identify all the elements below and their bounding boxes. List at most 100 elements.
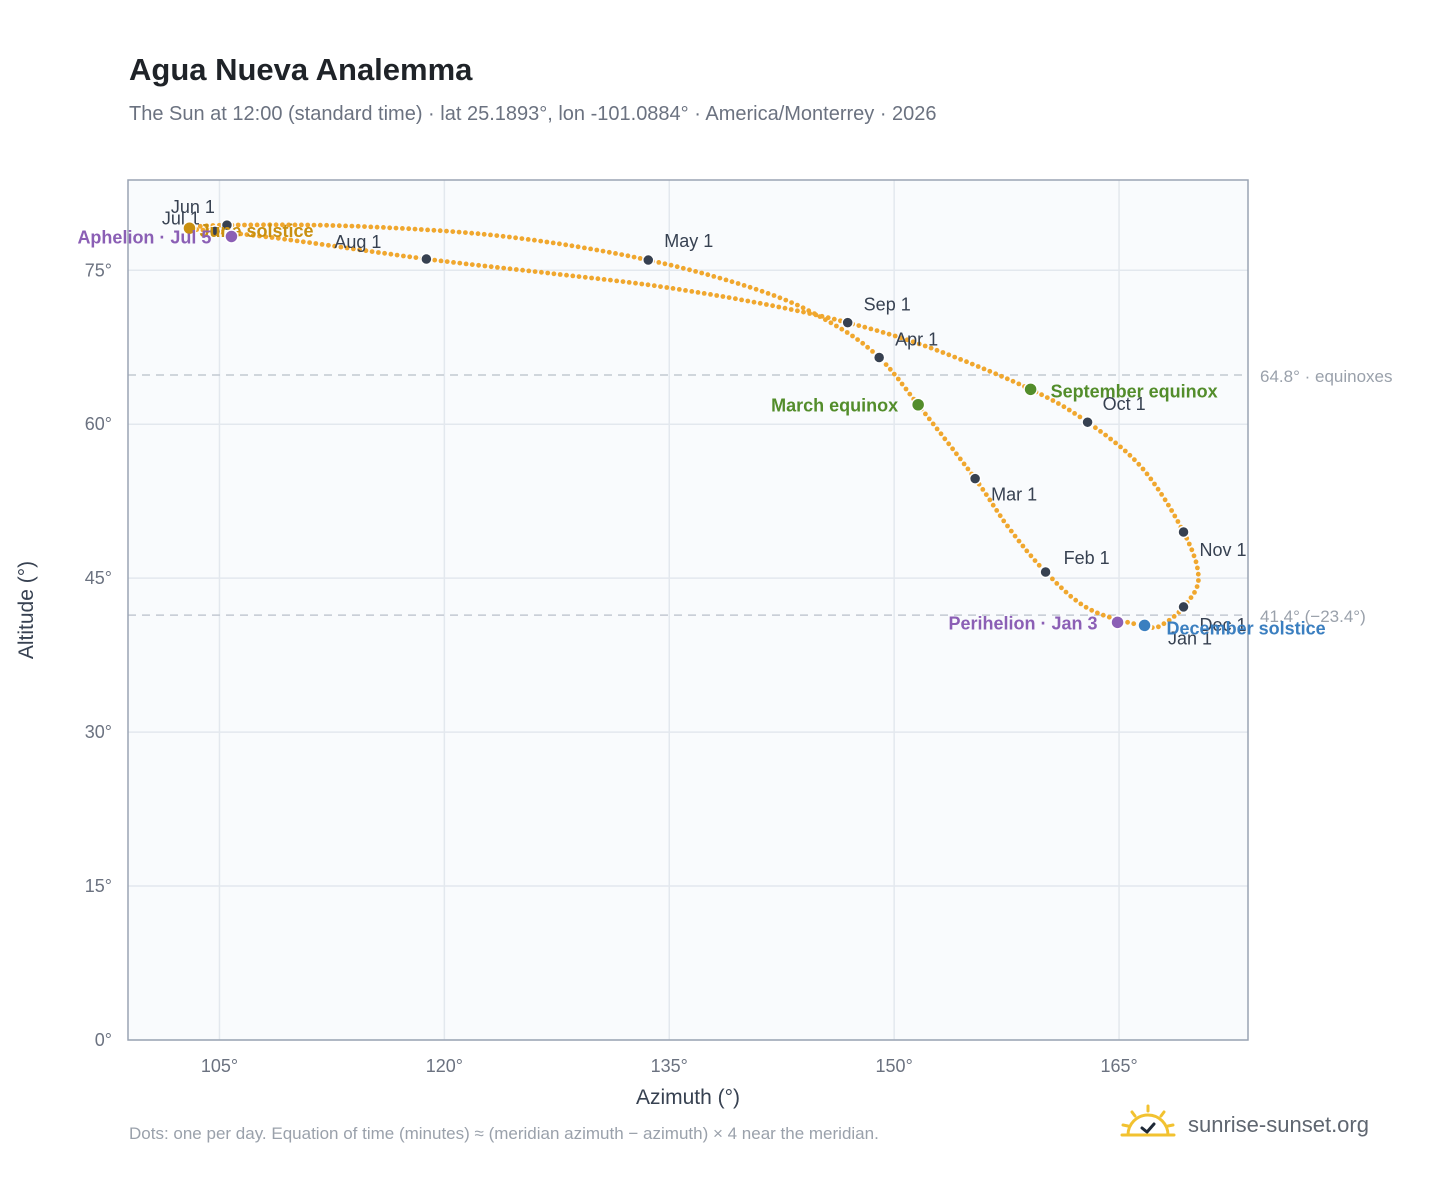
brand-logo[interactable]: sunrise-sunset.org	[1120, 1100, 1369, 1150]
day-dot	[1089, 607, 1095, 613]
day-dot	[1161, 621, 1167, 627]
day-dot	[376, 250, 381, 255]
day-dot	[614, 278, 620, 284]
day-dot	[594, 247, 600, 253]
day-dot	[975, 364, 981, 369]
day-dot	[980, 487, 986, 492]
day-dot	[369, 249, 375, 255]
day-dot	[711, 274, 717, 279]
day-dot	[407, 254, 413, 260]
reference-lines: 64.8° · equinoxes 41.4° (−23.4°)	[128, 367, 1393, 626]
day-dot	[575, 244, 581, 250]
day-dot	[1078, 601, 1084, 607]
day-dot	[319, 242, 325, 247]
day-dot	[739, 297, 744, 303]
day-dot	[1004, 376, 1010, 382]
day-dot	[532, 237, 537, 243]
day-dot	[1188, 595, 1194, 600]
day-dot	[1131, 621, 1137, 627]
day-dot	[476, 262, 481, 268]
apsis-marker	[1110, 615, 1125, 630]
day-dot	[950, 446, 955, 452]
day-dot	[1166, 617, 1172, 623]
day-dot	[242, 222, 247, 228]
y-tick-label: 45°	[85, 568, 112, 588]
day-dot	[238, 231, 244, 237]
day-dot	[620, 279, 626, 284]
day-dot	[362, 224, 367, 230]
day-dot	[923, 411, 928, 417]
day-dot	[488, 232, 493, 238]
day-dot	[338, 244, 344, 250]
day-dot	[456, 229, 462, 235]
day-dot	[557, 241, 562, 247]
y-tick-label: 0°	[95, 1030, 112, 1050]
day-dot	[463, 230, 468, 236]
day-dot	[1066, 407, 1072, 413]
day-dot	[904, 337, 910, 343]
day-dot	[317, 222, 323, 228]
y-tick-label: 60°	[85, 414, 112, 434]
day-dot	[1063, 589, 1069, 595]
day-dot	[765, 291, 771, 296]
day-dot	[313, 241, 319, 246]
day-dot	[501, 265, 507, 271]
day-dot	[332, 243, 337, 249]
day-dot	[819, 313, 825, 319]
day-dot	[250, 232, 256, 238]
day-dot	[946, 441, 952, 447]
day-dot	[507, 234, 512, 240]
month-marker	[1177, 525, 1190, 539]
day-dot	[463, 261, 469, 267]
day-dot	[513, 235, 518, 241]
day-dot	[569, 243, 575, 249]
day-dot	[708, 292, 713, 297]
x-tick-label: 150°	[876, 1056, 913, 1076]
day-dot	[783, 297, 789, 303]
day-dot	[723, 277, 729, 283]
day-dot	[747, 284, 753, 290]
day-dot	[582, 245, 587, 251]
day-dot	[450, 229, 456, 235]
equinox-label: March equinox	[771, 396, 898, 416]
day-dot	[714, 293, 720, 298]
brand-name: sunrise-sunset.org	[1188, 1112, 1369, 1137]
day-dot	[891, 371, 897, 377]
month-label: Sep 1	[864, 295, 911, 315]
day-dot	[1148, 476, 1154, 482]
day-dot	[741, 283, 747, 288]
day-dot	[355, 223, 361, 229]
sun-logo-icon	[1120, 1103, 1176, 1148]
x-tick-label: 120°	[426, 1056, 463, 1076]
solstice_december-marker	[1137, 618, 1152, 633]
day-dot	[983, 492, 989, 497]
day-dot	[1106, 614, 1112, 620]
day-dot	[357, 247, 362, 253]
day-dot	[764, 302, 769, 307]
month-marker	[841, 316, 854, 329]
day-dot	[892, 333, 898, 339]
y-axis-ticks: 0° 15° 30° 45° 60° 75°	[85, 260, 112, 1050]
day-dot	[928, 345, 934, 351]
day-dot	[645, 282, 651, 288]
day-dot	[1073, 597, 1079, 603]
day-dot	[874, 328, 880, 333]
footnote: Dots: one per day. Equation of time (min…	[129, 1124, 879, 1143]
y-tick-label: 30°	[85, 722, 112, 742]
day-dot	[735, 281, 741, 286]
day-dot	[589, 275, 594, 281]
day-dot	[795, 308, 800, 314]
day-dot	[625, 253, 631, 259]
day-dot	[349, 223, 355, 229]
day-dot	[664, 285, 670, 290]
day-dot	[1050, 398, 1056, 403]
day-dot	[326, 242, 331, 248]
day-dot	[261, 222, 266, 228]
month-label: Oct 1	[1103, 394, 1146, 414]
day-dot	[680, 265, 686, 271]
month-marker	[642, 253, 655, 267]
day-dot	[343, 223, 348, 229]
reference-line-label: 64.8° · equinoxes	[1260, 367, 1393, 386]
day-dot	[1020, 543, 1026, 549]
